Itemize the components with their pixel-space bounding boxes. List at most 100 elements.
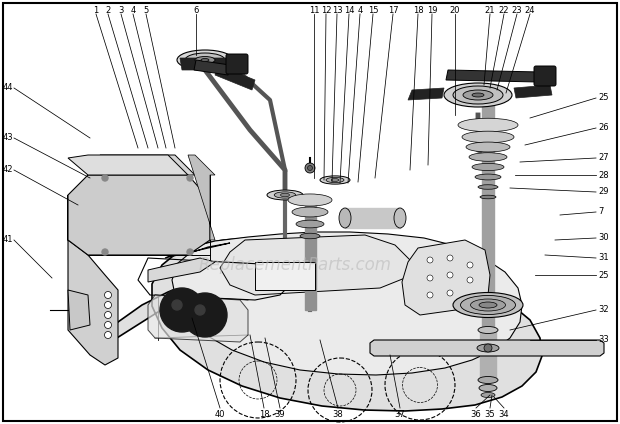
Text: 4: 4 xyxy=(130,6,136,15)
Ellipse shape xyxy=(462,131,514,143)
Ellipse shape xyxy=(300,233,320,239)
Text: 26: 26 xyxy=(598,123,609,132)
Polygon shape xyxy=(68,155,188,175)
Text: 27: 27 xyxy=(598,153,609,162)
Circle shape xyxy=(427,275,433,281)
Text: 6: 6 xyxy=(193,6,198,15)
Ellipse shape xyxy=(478,185,498,189)
Ellipse shape xyxy=(479,385,497,391)
FancyBboxPatch shape xyxy=(534,66,556,86)
Text: 11: 11 xyxy=(309,6,319,15)
Circle shape xyxy=(195,305,205,315)
Text: 40: 40 xyxy=(215,410,225,419)
Bar xyxy=(255,262,315,290)
Polygon shape xyxy=(180,58,232,70)
Ellipse shape xyxy=(481,393,495,398)
Ellipse shape xyxy=(339,208,351,228)
Circle shape xyxy=(467,262,473,268)
Text: 28: 28 xyxy=(598,170,609,179)
Ellipse shape xyxy=(469,153,507,161)
Text: 34: 34 xyxy=(498,410,509,419)
Ellipse shape xyxy=(331,179,339,181)
Ellipse shape xyxy=(185,53,225,67)
Ellipse shape xyxy=(463,90,493,100)
Text: 3: 3 xyxy=(118,6,123,15)
Ellipse shape xyxy=(326,177,344,183)
Circle shape xyxy=(447,290,453,296)
Text: 14: 14 xyxy=(343,6,354,15)
Text: 20: 20 xyxy=(450,6,460,15)
Text: 29: 29 xyxy=(598,187,608,196)
Text: 5: 5 xyxy=(143,6,149,15)
Circle shape xyxy=(102,175,108,181)
Circle shape xyxy=(305,163,315,173)
Polygon shape xyxy=(148,258,215,282)
Circle shape xyxy=(427,257,433,263)
Ellipse shape xyxy=(292,207,328,217)
Polygon shape xyxy=(446,70,540,82)
Polygon shape xyxy=(220,235,410,295)
Text: 22: 22 xyxy=(498,6,509,15)
Text: 18: 18 xyxy=(259,410,269,419)
Circle shape xyxy=(187,249,193,255)
Polygon shape xyxy=(305,200,316,310)
Text: 25: 25 xyxy=(598,271,608,279)
Text: 12: 12 xyxy=(321,6,331,15)
Text: 41: 41 xyxy=(2,235,13,245)
Text: 32: 32 xyxy=(598,306,609,315)
Text: 17: 17 xyxy=(388,6,398,15)
Text: 19: 19 xyxy=(427,6,437,15)
Polygon shape xyxy=(90,238,542,411)
Text: 35: 35 xyxy=(485,410,495,419)
Text: 39: 39 xyxy=(275,410,285,419)
Polygon shape xyxy=(165,232,522,375)
Ellipse shape xyxy=(466,142,510,152)
Text: 30: 30 xyxy=(598,234,609,243)
Ellipse shape xyxy=(177,50,233,70)
Circle shape xyxy=(467,295,473,301)
Circle shape xyxy=(183,293,227,337)
Circle shape xyxy=(467,277,473,283)
Ellipse shape xyxy=(472,163,504,170)
Text: 37: 37 xyxy=(394,410,405,419)
Ellipse shape xyxy=(201,59,209,61)
Ellipse shape xyxy=(478,326,498,334)
Text: 33: 33 xyxy=(598,335,609,344)
Ellipse shape xyxy=(453,86,503,104)
Text: 38: 38 xyxy=(332,410,343,419)
Ellipse shape xyxy=(461,296,515,315)
Text: 43: 43 xyxy=(2,134,13,142)
Ellipse shape xyxy=(288,194,332,206)
Text: 7: 7 xyxy=(598,207,603,217)
Polygon shape xyxy=(194,60,230,75)
Text: 18: 18 xyxy=(413,6,423,15)
Ellipse shape xyxy=(453,293,523,318)
Ellipse shape xyxy=(444,83,512,107)
Polygon shape xyxy=(514,85,552,98)
Circle shape xyxy=(105,321,112,329)
Text: 23: 23 xyxy=(512,6,522,15)
Ellipse shape xyxy=(479,302,497,308)
Polygon shape xyxy=(482,100,494,360)
Ellipse shape xyxy=(458,118,518,132)
Circle shape xyxy=(105,292,112,298)
Text: 21: 21 xyxy=(485,6,495,15)
Ellipse shape xyxy=(477,344,499,352)
Circle shape xyxy=(102,249,108,255)
Text: 4: 4 xyxy=(357,6,363,15)
Text: 31: 31 xyxy=(598,254,609,262)
Text: 1: 1 xyxy=(94,6,99,15)
Circle shape xyxy=(447,255,453,261)
Circle shape xyxy=(105,312,112,318)
Polygon shape xyxy=(68,195,118,365)
Circle shape xyxy=(447,272,453,278)
Ellipse shape xyxy=(480,195,496,199)
Text: 24: 24 xyxy=(525,6,535,15)
Text: 25: 25 xyxy=(598,94,608,103)
Polygon shape xyxy=(345,208,400,228)
Polygon shape xyxy=(68,175,210,255)
Circle shape xyxy=(308,165,312,170)
Polygon shape xyxy=(188,155,215,240)
Circle shape xyxy=(172,300,182,310)
Polygon shape xyxy=(408,88,444,100)
